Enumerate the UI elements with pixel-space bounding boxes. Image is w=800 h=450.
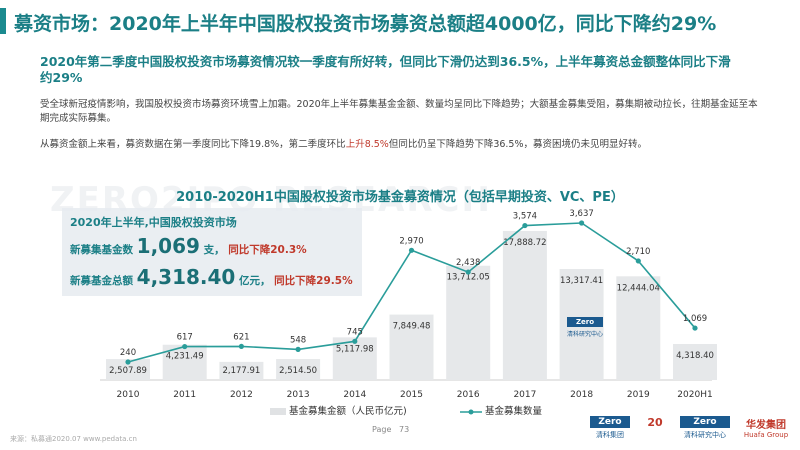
stat-row-amount: 新募基金总额 4,318.40 亿元， 同比下降29.5%	[70, 265, 353, 289]
stat-row-count: 新募集基金数 1,069 支， 同比下降20.3%	[70, 234, 307, 258]
legend-bar-label: 基金募集金额（人民币亿元)	[289, 406, 407, 417]
anniversary-mark: 20	[647, 416, 663, 429]
bar-2013	[276, 359, 321, 380]
page-number-value: 73	[399, 425, 410, 434]
huafa-name-en: Huafa Group	[743, 431, 789, 439]
count-unit: 支，	[203, 244, 225, 256]
count-value: 1,069	[136, 234, 200, 258]
huafa-logo: 华发集团 Huafa Group	[738, 416, 794, 442]
amount-unit: 亿元，	[239, 275, 271, 287]
anniversary-logo: 20	[640, 416, 670, 442]
tick-label-2010: 2010	[117, 390, 140, 400]
para2-highlight: 上升8.5%	[345, 139, 389, 150]
line-point-2020H1	[692, 325, 698, 331]
bar-2015	[389, 314, 434, 380]
huafa-name: 华发集团	[746, 420, 786, 431]
research-mark: Zero	[680, 416, 730, 428]
para2-pre: 从募资金额上来看，募资数据在第一季度同比下降19.8%，第二季度环比	[40, 139, 346, 150]
body-paragraph-2: 从募资金额上来看，募资数据在第一季度同比下降19.8%，第二季度环比上升8.5%…	[40, 138, 760, 152]
line-label-2013: 548	[290, 335, 306, 345]
line-label-2014: 745	[347, 327, 363, 337]
legend-bar-swatch	[270, 408, 286, 415]
line-point-2019	[635, 258, 641, 264]
line-point-2016	[465, 269, 471, 275]
zero2ipo-mark: Zero	[590, 416, 630, 428]
line-label-2019: 2,710	[626, 247, 650, 257]
legend-line: 基金募集数量	[460, 403, 542, 417]
page-number: Page 73	[372, 425, 409, 434]
tick-label-2012: 2012	[230, 390, 253, 400]
bar-2010	[106, 359, 150, 380]
line-label-2010: 240	[120, 348, 136, 358]
page-subtitle: 2020年第二季度中国股权投资市场募资情况较一季度有所好转，但同比下滑仍达到36…	[40, 54, 731, 85]
line-label-2015: 2,970	[399, 236, 423, 246]
line-label-2011: 617	[177, 333, 193, 343]
chart-title: 2010-2020H1中国股权投资市场基金募资情况（包括早期投资、VC、PE）	[176, 190, 624, 205]
bar-2012	[219, 361, 264, 380]
zero2ipo-group-name: 清科集团	[596, 431, 624, 439]
page-title: 募资市场：2020年上半年中国股权投资市场募资总额超4000亿，同比下降约29%	[14, 13, 717, 35]
line-label-2012: 621	[233, 332, 249, 342]
title-bar: 募资市场：2020年上半年中国股权投资市场募资总额超4000亿，同比下降约29%	[0, 0, 800, 42]
page-label-text: Page	[372, 425, 392, 434]
tick-label-2013: 2013	[287, 390, 310, 400]
research-name: 清科研究中心	[684, 431, 726, 439]
title-accent	[0, 8, 6, 34]
mini-logo: Zero 清科研究中心	[567, 317, 603, 338]
amount-label: 新募基金总额	[70, 275, 133, 287]
stats-box: 2020年上半年,中国股权投资市场 新募集基金数 1,069 支， 同比下降20…	[62, 208, 362, 296]
tick-label-2014: 2014	[343, 390, 366, 400]
para2-post: 但同比仍呈下降趋势下降36.5%，募资困境仍未见明显好转。	[388, 139, 648, 150]
line-point-2014	[352, 338, 358, 344]
bar-label-2013: 2,514.50	[279, 366, 317, 376]
tick-label-2016: 2016	[457, 390, 480, 400]
legend-line-label: 基金募集数量	[485, 406, 543, 417]
tick-label-2018: 2018	[570, 390, 593, 400]
bar-2016	[446, 265, 491, 380]
amount-value: 4,318.40	[136, 265, 236, 289]
bar-label-2018: 13,317.41	[560, 276, 603, 286]
line-point-2010	[125, 359, 131, 365]
line-point-2013	[295, 346, 301, 352]
bar-label-2019: 12,444.04	[617, 283, 660, 293]
legend-line-swatch	[460, 409, 482, 414]
tick-label-2017: 2017	[513, 390, 536, 400]
bar-label-2014: 5,117.98	[336, 344, 374, 354]
bar-label-2020H1: 4,318.40	[676, 351, 714, 361]
research-logo: Zero 清科研究中心	[680, 416, 730, 442]
tick-label-2019: 2019	[627, 390, 650, 400]
bar-2014	[332, 337, 377, 380]
bar-label-2015: 7,849.48	[393, 322, 431, 332]
body-paragraph-1: 受全球新冠疫情影响，我国股权投资市场募资环境雪上加霜。2020年上半年募集基金金…	[40, 99, 758, 124]
bar-label-2016: 13,712.05	[447, 273, 490, 283]
bar-label-2010: 2,507.89	[109, 366, 147, 376]
bar-2020H1	[673, 344, 717, 380]
mini-logo-mark: Zero	[567, 317, 603, 327]
tick-label-2015: 2015	[400, 390, 423, 400]
legend-bar: 基金募集金额（人民币亿元)	[270, 403, 407, 417]
amount-change: 同比下降29.5%	[274, 275, 353, 287]
bar-2017	[502, 230, 547, 380]
line-point-2017	[522, 222, 528, 229]
line-point-2018	[579, 220, 585, 226]
footer-note: 来源：私募通2020.07 www.pedata.cn	[10, 435, 137, 443]
line-point-2012	[238, 343, 244, 350]
count-label: 新募集基金数	[70, 244, 133, 256]
mini-logo-name: 清科研究中心	[567, 331, 604, 338]
bar-label-2011: 4,231.49	[166, 352, 204, 362]
line-point-2015	[408, 247, 415, 253]
bar-2019	[616, 276, 661, 380]
tick-label-2020H1: 2020H1	[677, 390, 712, 400]
count-change: 同比下降20.3%	[228, 244, 307, 256]
bar-label-2012: 2,177.91	[222, 366, 260, 376]
zero2ipo-group-logo: Zero 清科集团	[590, 416, 630, 442]
line-label-2017: 3,574	[513, 212, 537, 222]
line-label-2018: 3,637	[569, 209, 593, 219]
line-label-2016: 2,438	[456, 258, 480, 268]
tick-label-2011: 2011	[173, 390, 196, 400]
bar-label-2017: 17,888.72	[503, 238, 546, 248]
line-label-2020H1: 1,069	[683, 314, 707, 324]
stats-heading: 2020年上半年,中国股权投资市场	[70, 216, 237, 229]
line-point-2011	[182, 343, 188, 350]
